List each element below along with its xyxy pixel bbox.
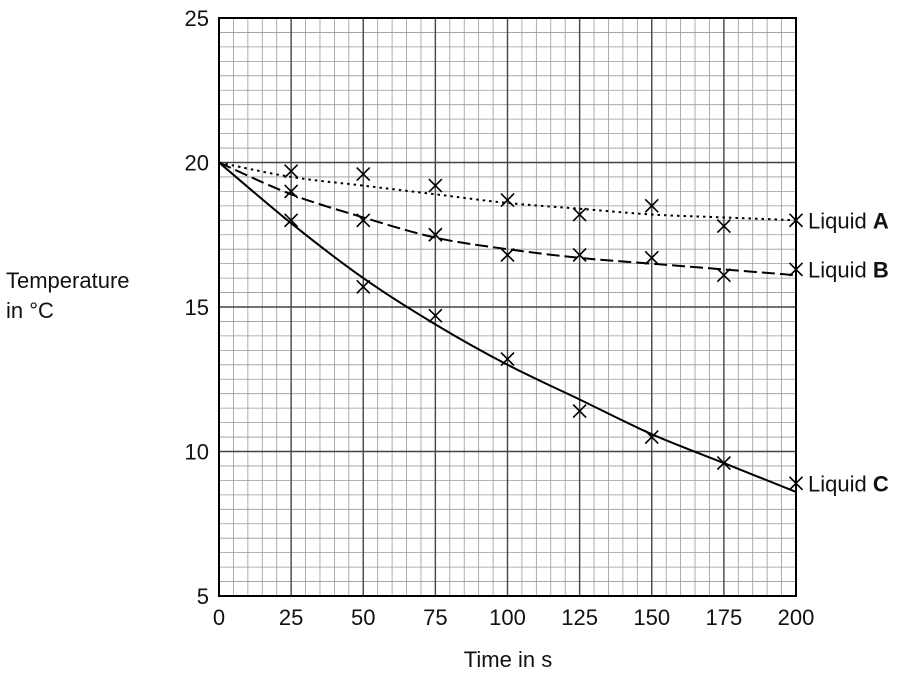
data-point-a	[572, 207, 587, 222]
data-point-b	[356, 213, 371, 228]
data-point-b	[716, 268, 731, 283]
fit-line-b	[218, 161, 797, 277]
data-point-b	[428, 227, 443, 242]
y-tick-labels: 5 10 15 20 25	[185, 6, 209, 609]
data-point-a	[428, 178, 443, 193]
data-point-c	[284, 213, 299, 228]
y-axis-label-line-1: Temperature	[6, 268, 130, 293]
data-point-c	[356, 279, 371, 294]
data-point-b	[644, 250, 659, 265]
data-point-b	[500, 247, 515, 263]
x-axis-label: Time in s	[464, 647, 552, 672]
x-tick-label: 125	[561, 605, 598, 630]
series-label-c: Liquid C	[808, 471, 889, 496]
y-axis-label-line-2: in °C	[6, 298, 54, 323]
data-points	[284, 164, 804, 491]
x-tick-label: 75	[423, 605, 447, 630]
data-point-a	[500, 193, 515, 208]
y-tick-label: 5	[197, 584, 209, 609]
fit-line-c	[218, 161, 797, 493]
data-point-a	[284, 164, 299, 179]
series-label-b: Liquid B	[808, 257, 889, 282]
data-point-b	[572, 247, 587, 263]
data-point-a	[716, 219, 731, 234]
x-tick-label: 0	[213, 605, 225, 630]
y-tick-label: 25	[185, 6, 209, 31]
data-point-c	[428, 308, 443, 323]
data-point-c	[572, 403, 587, 419]
data-point-c	[500, 351, 515, 367]
plot-frame	[218, 17, 797, 597]
fit-lines	[218, 161, 797, 493]
series-label-a: Liquid A	[808, 208, 889, 233]
data-point-a	[356, 166, 371, 182]
y-tick-label: 15	[185, 295, 209, 320]
x-tick-label: 50	[351, 605, 375, 630]
data-point-b	[284, 184, 299, 199]
x-tick-label: 200	[778, 605, 815, 630]
series-labels: Liquid A Liquid B Liquid C	[808, 208, 889, 496]
x-tick-label: 175	[706, 605, 743, 630]
data-point-c	[788, 476, 804, 491]
data-point-a	[644, 198, 659, 213]
x-tick-label: 25	[279, 605, 303, 630]
data-point-c	[716, 455, 731, 471]
data-point-a	[788, 213, 804, 228]
y-tick-label: 10	[185, 440, 209, 465]
x-tick-label: 150	[633, 605, 670, 630]
x-tick-labels: 0 25 50 75 100 125 150 175 200	[213, 605, 814, 630]
data-point-c	[644, 429, 659, 445]
data-point-b	[788, 262, 804, 277]
y-tick-label: 20	[185, 151, 209, 176]
x-tick-label: 100	[489, 605, 526, 630]
